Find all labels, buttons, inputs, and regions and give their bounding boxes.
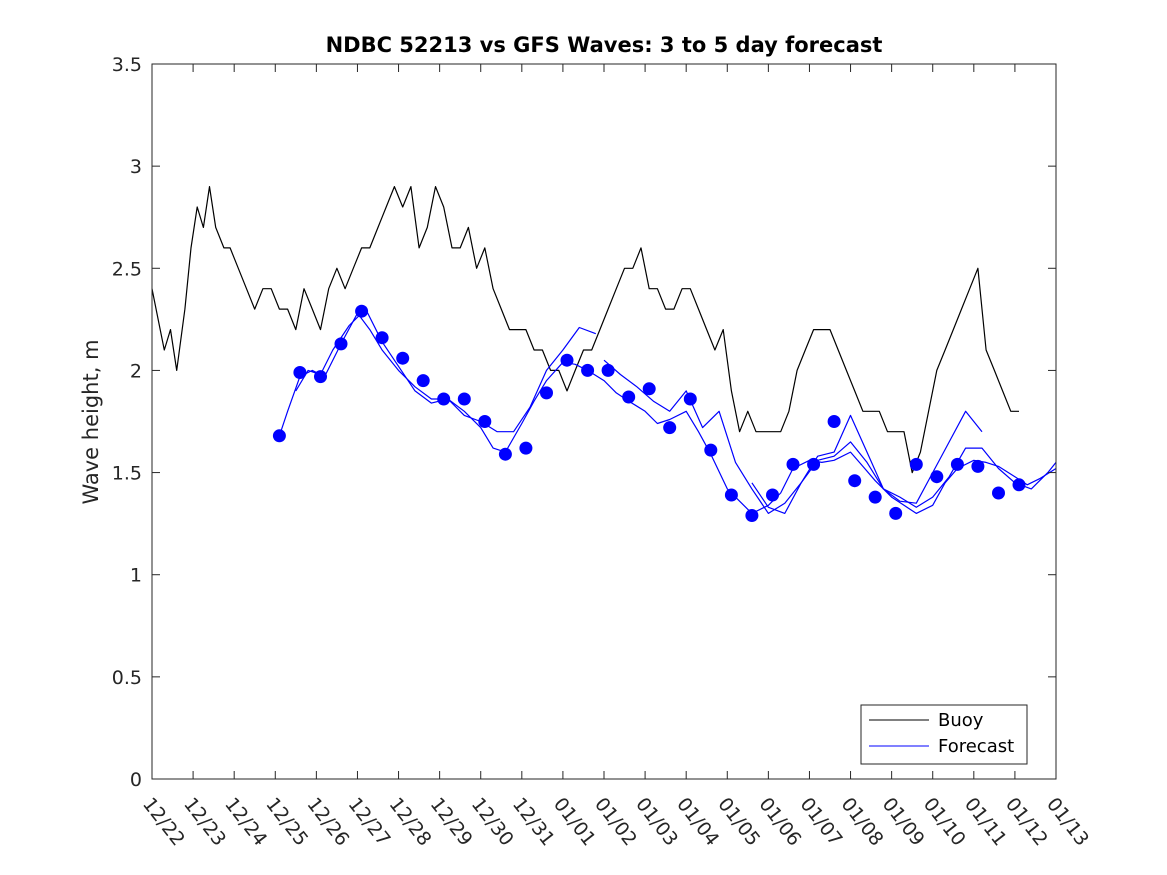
forecast-point: [396, 351, 410, 365]
x-tick-label: 12/29: [426, 794, 477, 851]
legend-box: [860, 704, 1028, 765]
forecast-point: [581, 363, 595, 377]
x-tick-label: 01/06: [754, 794, 805, 851]
x-tick-label: 01/01: [549, 794, 600, 851]
forecast-point: [950, 457, 964, 471]
forecast-point: [355, 304, 369, 318]
x-tick-label: 12/23: [179, 794, 230, 851]
y-tick-label: 0.5: [112, 667, 142, 689]
forecast-point: [272, 429, 286, 443]
x-tick-label: 12/22: [138, 794, 189, 851]
x-tick-label: 12/31: [508, 794, 559, 851]
x-tick-label: 12/27: [344, 794, 395, 851]
x-tick-label: 12/24: [220, 794, 271, 851]
forecast-point: [971, 459, 985, 473]
forecast-point: [683, 392, 697, 406]
plot-background: [152, 64, 1056, 779]
forecast-point: [314, 370, 327, 384]
y-axis-label: Wave height, m: [79, 339, 103, 504]
forecast-point: [478, 415, 492, 428]
forecast-line-4: [751, 441, 1057, 515]
x-tick-label: 01/11: [960, 794, 1011, 851]
x-tick-label: 01/09: [878, 794, 929, 851]
x-tick-label: 12/28: [385, 794, 436, 851]
forecast-point: [375, 331, 389, 345]
x-tick-label: 01/12: [1001, 794, 1052, 851]
forecast-point: [724, 488, 738, 502]
forecast-point: [293, 366, 307, 379]
x-tick-label: 12/26: [302, 794, 353, 851]
forecast-point: [909, 457, 923, 471]
y-tick-label: 1.5: [112, 463, 142, 485]
forecast-point: [457, 392, 471, 406]
x-tick-label: 01/10: [919, 794, 970, 851]
x-tick-label: 01/02: [590, 794, 641, 851]
forecast-point: [766, 488, 779, 502]
x-tick-label: 01/03: [631, 794, 682, 851]
forecast-point: [745, 509, 759, 522]
forecast-line-1: [278, 312, 1057, 515]
forecast-point: [437, 392, 451, 406]
legend-buoy-label: Buoy: [938, 710, 984, 731]
x-tick-label: 01/07: [796, 794, 847, 851]
forecast-point: [334, 337, 348, 351]
chart-title: NDBC 52213 vs GFS Waves: 3 to 5 day fore…: [326, 33, 883, 57]
x-tick-label: 12/30: [467, 794, 518, 851]
x-tick-label: 01/08: [837, 794, 888, 851]
x-tick-label: 01/04: [672, 794, 723, 851]
plot-area: [152, 64, 1056, 779]
forecast-point: [663, 421, 677, 435]
forecast-line-3: [603, 359, 983, 515]
forecast-point: [848, 474, 862, 488]
y-tick-label: 3: [130, 156, 142, 178]
forecast-point: [704, 443, 718, 457]
y-tick-label: 2.5: [112, 258, 142, 280]
y-tick-label: 0: [130, 769, 142, 791]
legend-forecast-label: Forecast: [938, 736, 1014, 757]
data-marks: [151, 186, 1057, 522]
x-tick-label: 01/13: [1042, 794, 1093, 851]
forecast-point: [622, 390, 636, 404]
forecast-point: [889, 506, 903, 520]
x-tick-label: 12/25: [261, 794, 312, 851]
forecast-point: [416, 374, 430, 388]
y-tick-label: 3.5: [112, 54, 142, 76]
x-tick-label: 01/05: [713, 794, 764, 851]
y-tick-label: 1: [130, 565, 142, 587]
legend: Buoy Forecast: [860, 704, 1028, 765]
forecast-point: [807, 457, 821, 471]
forecast-point: [601, 363, 615, 377]
y-tick-label: 2: [130, 360, 142, 382]
forecast-point: [930, 470, 944, 484]
buoy-line: [151, 186, 1019, 474]
forecast-point: [992, 486, 1005, 500]
forecast-point: [868, 490, 882, 504]
forecast-point: [786, 457, 800, 471]
forecast-point: [642, 382, 656, 396]
forecast-point: [498, 447, 512, 461]
forecast-point: [560, 353, 574, 367]
forecast-point: [827, 415, 841, 428]
forecast-point: [519, 441, 533, 455]
forecast-point: [1012, 478, 1026, 492]
forecast-point: [540, 386, 553, 400]
